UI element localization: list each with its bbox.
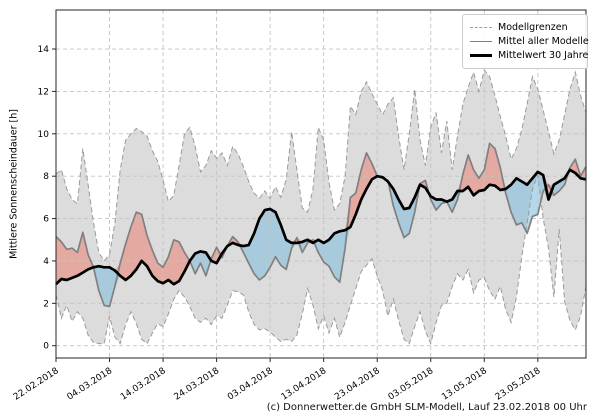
upper-bound-line: [55, 69, 587, 262]
y-tick-label: 12: [38, 87, 49, 97]
dashed-line-icon: [470, 27, 492, 28]
legend-item-mittel-aller-modelle: Mittel aller Modelle: [470, 35, 589, 48]
y-tick-label: 4: [43, 257, 49, 267]
y-tick-label: 8: [43, 172, 49, 182]
y-axis-title: Mittlere Sonnenscheindauer [h]: [8, 109, 20, 259]
x-tick-label: 04.03.2018: [66, 366, 115, 403]
legend-item-label: Mittelwert 30 Jahre: [498, 50, 589, 61]
below-mean-fill: [56, 169, 586, 307]
legend-item-label: Mittel aller Modelle: [498, 36, 589, 47]
black-line-icon: [470, 54, 492, 57]
y-tick-label: 6: [43, 215, 49, 225]
legend-item-label: Modellgrenzen: [498, 22, 568, 33]
y-tick-label: 2: [43, 299, 49, 309]
model-range-band: [56, 70, 586, 344]
plot-frame: [55, 9, 587, 359]
x-tick-label: 13.04.2018: [280, 366, 329, 403]
x-tick-label: 23.04.2018: [333, 366, 382, 403]
legend-item-mittelwert-30-jahre: Mittelwert 30 Jahre: [470, 49, 588, 62]
y-tick-label: 10: [38, 130, 50, 140]
x-tick-label: 14.03.2018: [119, 366, 168, 403]
climate-mean-line: [55, 168, 587, 286]
gray-line-icon: [470, 41, 492, 42]
x-tick-label: 03.04.2018: [226, 366, 275, 403]
y-tick-label: 14: [38, 45, 50, 55]
x-tick-label: 24.03.2018: [173, 366, 222, 403]
x-tick-label: 22.02.2018: [12, 366, 61, 403]
x-tick-label: 13.05.2018: [440, 366, 489, 403]
copyright-caption: (c) Donnerwetter.de GmbH SLM-Modell, Lau…: [266, 402, 587, 413]
x-tick-label: 03.05.2018: [387, 366, 436, 403]
x-tick-label: 23.05.2018: [494, 366, 543, 403]
model-mean-line: [55, 142, 587, 308]
legend-item-modellgrenzen: Modellgrenzen: [470, 21, 580, 34]
y-tick-label: 0: [43, 342, 49, 352]
legend: Modellgrenzen Mittel aller Modelle Mitte…: [462, 14, 589, 69]
lower-bound-line: [55, 174, 587, 346]
